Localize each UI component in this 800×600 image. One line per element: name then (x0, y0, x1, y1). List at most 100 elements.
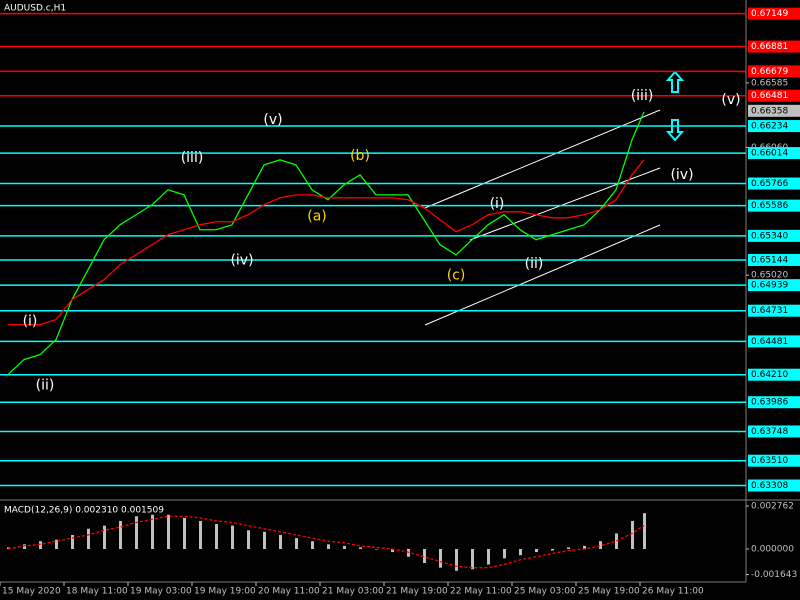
y-tick-label: 0.000000 (751, 544, 794, 554)
level-label: 0.65586 (751, 201, 788, 211)
price-line (7, 111, 645, 376)
macd-bar (311, 541, 314, 549)
macd-bar (455, 548, 458, 571)
level-label: 0.66481 (751, 91, 788, 101)
arrow-down (665, 119, 685, 142)
macd-bar (279, 534, 282, 549)
macd-bar (551, 548, 554, 551)
macd-bar (7, 547, 10, 549)
macd-bar (263, 531, 266, 549)
macd-bar (487, 548, 490, 565)
current-price-label: 0.66358 (751, 106, 788, 116)
macd-bar (519, 548, 522, 556)
level-label-box (748, 368, 800, 381)
macd-bar (343, 545, 346, 549)
price-line (8, 159, 645, 326)
x-tick-label: 18 May 11:00 (66, 587, 128, 597)
level-label: 0.64939 (751, 281, 788, 291)
level-label-box (748, 120, 800, 133)
macd-bar (503, 548, 506, 559)
macd-bar (71, 534, 74, 549)
level-label: 0.63748 (751, 427, 788, 437)
wave-label: (ii) (525, 256, 544, 272)
y-tick-label: 0.002762 (751, 501, 794, 511)
y-tick-label: -0.001643 (751, 570, 797, 580)
macd-bar (599, 541, 602, 549)
chart-title: AUDUSD.c,H1 (4, 4, 66, 14)
macd-bar (295, 538, 298, 549)
arrow-up (665, 70, 685, 93)
macd-bar (215, 524, 218, 549)
macd-bar (231, 525, 234, 549)
level-label-box (748, 335, 800, 348)
x-tick-label: 26 May 11:00 (642, 587, 704, 597)
macd-bar (423, 548, 426, 563)
wave-label: (i) (23, 314, 38, 330)
macd-bar (119, 520, 122, 549)
wave-label: (c) (447, 268, 466, 284)
macd-bar (631, 520, 634, 549)
macd-bar (39, 541, 42, 549)
level-label: 0.66679 (751, 67, 788, 77)
level-label-box (748, 229, 800, 242)
level-label: 0.66881 (751, 42, 788, 52)
level-label-box (748, 177, 800, 190)
level-label-box (748, 40, 800, 53)
wave-label: (iii) (631, 88, 654, 104)
level-label: 0.65144 (751, 255, 788, 265)
wave-label: (b) (350, 148, 370, 164)
level-label: 0.67149 (751, 9, 788, 19)
level-label: 0.64731 (751, 306, 788, 316)
level-label-box (748, 89, 800, 102)
level-label: 0.66234 (751, 122, 788, 132)
wave-label: (ii) (36, 378, 55, 394)
macd-bar (327, 544, 330, 549)
x-tick-label: 21 May 19:00 (386, 587, 448, 597)
x-tick-label: 19 May 03:00 (130, 587, 192, 597)
x-tick-label: 25 May 03:00 (514, 587, 576, 597)
macd-bar (375, 548, 378, 550)
macd-bar (167, 514, 170, 549)
level-label-box (748, 454, 800, 467)
macd-bar (567, 547, 570, 549)
macd-bar (391, 548, 394, 553)
wave-label: (iv) (230, 253, 253, 269)
level-label: 0.63986 (751, 398, 788, 408)
wave-label: (v) (263, 112, 282, 128)
level-label-box (748, 304, 800, 317)
macd-title: MACD(12,26,9) 0.002310 0.001509 (4, 506, 164, 516)
x-tick-label: 25 May 19:00 (578, 587, 640, 597)
macd-bar (643, 513, 646, 549)
macd-bar (87, 528, 90, 549)
macd-bar (151, 514, 154, 549)
level-label: 0.64210 (751, 370, 788, 380)
wave-label: (iii) (181, 150, 204, 166)
current-price-box (748, 104, 800, 117)
level-label-box (748, 199, 800, 212)
macd-bar (183, 517, 186, 549)
x-tick-label: 19 May 19:00 (194, 587, 256, 597)
level-label-box (748, 147, 800, 160)
macd-bar (439, 548, 442, 568)
wave-label: (a) (307, 209, 327, 225)
level-label: 0.65340 (751, 231, 788, 241)
wave-label: (v) (721, 92, 740, 108)
level-label: 0.64481 (751, 337, 788, 347)
channel-line (424, 224, 661, 326)
level-label: 0.63308 (751, 481, 788, 491)
macd-bar (199, 520, 202, 549)
level-label: 0.66014 (751, 149, 788, 159)
x-tick-label: 21 May 03:00 (322, 587, 384, 597)
level-label-box (748, 425, 800, 438)
level-label-box (748, 279, 800, 292)
macd-bar (135, 516, 138, 549)
wave-label: (iv) (670, 167, 693, 183)
macd-bar (247, 530, 250, 549)
level-label-box (748, 7, 800, 20)
x-tick-label: 22 May 11:00 (450, 587, 512, 597)
macd-bar (55, 539, 58, 549)
macd-bar (535, 548, 538, 553)
wave-label: (i) (490, 196, 505, 212)
